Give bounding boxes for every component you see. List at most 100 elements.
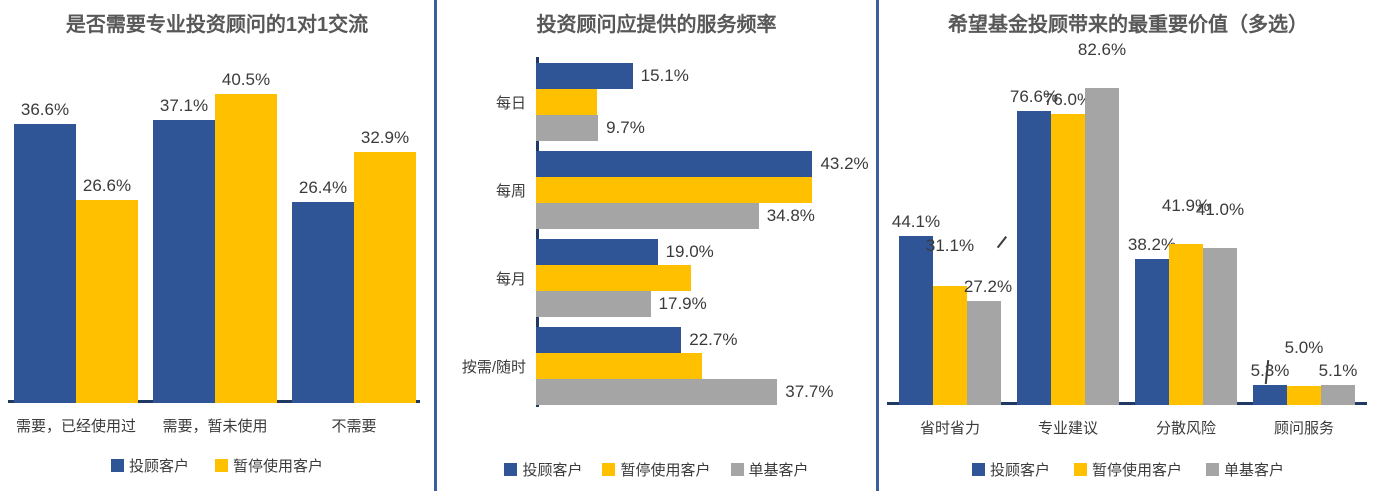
legend-item[interactable]: 投顾客户 (110, 455, 189, 476)
bar-rect[interactable] (1135, 258, 1169, 405)
bar-column[interactable]: 82.6% (1078, 40, 1126, 405)
legend-swatch-icon (730, 463, 744, 476)
bar-group: 44.1% 31.1% 27.2% (892, 60, 1012, 405)
panel-divider-1 (434, 0, 437, 491)
bar-group: 5.3% 5.0% 5.1% (1250, 60, 1358, 405)
chart-legend-2: 投顾客户 暂停使用客户 单基客户 (437, 459, 876, 480)
legend-swatch-icon (1206, 463, 1219, 476)
bar-rect[interactable] (215, 94, 277, 403)
bar-rect[interactable] (292, 201, 354, 403)
bar-rect[interactable] (354, 152, 416, 403)
legend-label: 单基客户 (748, 462, 809, 479)
bar-value-label: 22.7% (689, 330, 738, 349)
bar-value-label: 43.2% (820, 154, 869, 173)
bar-rect[interactable] (967, 300, 1001, 405)
bar-value-label: 41.9% (1161, 196, 1211, 216)
bar-column[interactable]: 76.0% (1044, 60, 1092, 405)
bar-column[interactable]: 44.1% (892, 60, 940, 405)
legend-item[interactable]: 单基客户 (1206, 459, 1284, 480)
bar-column[interactable]: 41.0% (1196, 60, 1244, 405)
bar-rect[interactable] (536, 265, 691, 291)
bar-rect[interactable] (536, 353, 703, 379)
bar-column[interactable]: 36.6% (14, 60, 76, 403)
legend-item[interactable]: 投顾客户 (971, 459, 1050, 480)
bar-rect[interactable] (933, 285, 967, 405)
bar-value-label: 26.6% (82, 176, 132, 196)
bar-column[interactable]: 26.6% (76, 60, 138, 403)
bar-value-label: 32.9% (360, 128, 410, 148)
bar-column[interactable]: 38.2% (1128, 60, 1176, 405)
legend-label: 暂停使用客户 (620, 462, 711, 479)
bar-rect[interactable] (1051, 113, 1085, 405)
bar-rect[interactable] (1321, 385, 1355, 405)
bar-value-label: 38.2% (1127, 234, 1177, 254)
category-label: 省时省力 (919, 420, 980, 437)
bar-column[interactable]: 40.5% (215, 60, 277, 403)
bar-rect[interactable] (536, 89, 598, 115)
bar-value-label: 5.3% (1250, 360, 1290, 380)
bar-value-label: 34.8% (766, 206, 815, 225)
legend-label: 投顾客户 (128, 458, 189, 475)
bar-rect[interactable] (1287, 385, 1321, 405)
plot-area-3: 44.1% 31.1% 27.2% 省时省力 76.6% 76.0% 82.6% 专业建议 38… (879, 40, 1377, 437)
bar-rect[interactable] (1017, 111, 1051, 405)
legend-swatch-icon (1073, 463, 1087, 476)
category-label: 需要，暂未使用 (162, 418, 268, 435)
bar-rect[interactable] (536, 379, 778, 405)
bar-rect[interactable] (76, 200, 138, 403)
bar-rect[interactable] (536, 63, 633, 89)
bar-column[interactable]: 5.0% (1284, 60, 1324, 405)
bar-value-label: 15.1% (640, 66, 689, 85)
bar-rect[interactable] (14, 124, 76, 403)
bar-value-label: 82.6% (1077, 40, 1127, 60)
bar-column[interactable]: 37.1% (153, 60, 215, 403)
bar-value-label: 41.0% (1195, 199, 1245, 219)
bar-rect[interactable] (536, 151, 813, 177)
bar-rect[interactable] (536, 177, 812, 203)
bar-rect[interactable] (536, 203, 759, 229)
bar-value-label: 5.1% (1318, 361, 1358, 381)
legend-item[interactable]: 暂停使用客户 (602, 459, 711, 480)
bar-rect[interactable] (1203, 247, 1237, 405)
bar-column[interactable]: 41.9% (1162, 60, 1210, 405)
bar-column[interactable]: 5.1% (1318, 60, 1358, 405)
chart-legend-3: 投顾客户 暂停使用客户 单基客户 (879, 459, 1377, 480)
panel-divider-2 (876, 0, 879, 491)
bar-column[interactable]: 27.2% (964, 60, 1012, 405)
chart-title-1: 是否需要专业投资顾问的1对1交流 (65, 14, 369, 36)
legend-item[interactable]: 单基客户 (730, 459, 809, 480)
category-label: 每月 (495, 271, 526, 288)
legend-item[interactable]: 暂停使用客户 (215, 455, 323, 476)
bar-rect[interactable] (536, 239, 658, 265)
chart-legend-1: 投顾客户 暂停使用客户 (0, 455, 434, 476)
category-label: 分散风险 (1155, 420, 1216, 437)
bar-group: 38.2% 41.9% 41.0% (1128, 60, 1244, 405)
category-label: 按需/随时 (461, 359, 526, 376)
bar-column[interactable]: 31.1% (926, 60, 974, 405)
bar-rect[interactable] (1253, 384, 1287, 405)
bar-rect[interactable] (153, 120, 215, 403)
bar-rect[interactable] (536, 327, 682, 353)
bar-value-label: 76.6% (1009, 87, 1059, 107)
x-axis-line (887, 402, 1367, 405)
category-label: 不需要 (331, 418, 377, 435)
bar-column[interactable]: 32.9% (354, 60, 416, 403)
bar-rect[interactable] (536, 115, 599, 141)
bar-value-label: 5.0% (1284, 337, 1324, 357)
bar-value-label: 37.1% (159, 96, 209, 116)
bar-rect[interactable] (899, 235, 933, 405)
bar-value-label: 76.0% (1043, 89, 1093, 109)
bar-column[interactable]: 26.4% (292, 60, 354, 403)
bar-group: 76.6% 76.0% 82.6% (1010, 40, 1126, 405)
bar-group: 36.6% 26.6% (14, 60, 138, 403)
chart-panel-2: 投资顾问应提供的服务频率 15.1% 9.7% 每日 43.2% 34.8% 每周 19.0… (437, 0, 876, 491)
bar-column[interactable]: 76.6% (1010, 60, 1058, 405)
bar-rect[interactable] (1169, 244, 1203, 405)
chart-panel-1: 是否需要专业投资顾问的1对1交流 36.6% 26.6% 需要，已经使用过 37.1%… (0, 0, 434, 491)
bar-rect[interactable] (536, 291, 651, 317)
bar-column[interactable]: 5.3% (1250, 60, 1290, 405)
legend-item[interactable]: 投顾客户 (504, 459, 582, 480)
plot-area-1: 36.6% 26.6% 需要，已经使用过 37.1% 40.5% 需要，暂未使用 26.4%… (0, 60, 434, 435)
bar-rect[interactable] (1085, 88, 1119, 405)
legend-item[interactable]: 暂停使用客户 (1073, 459, 1182, 480)
